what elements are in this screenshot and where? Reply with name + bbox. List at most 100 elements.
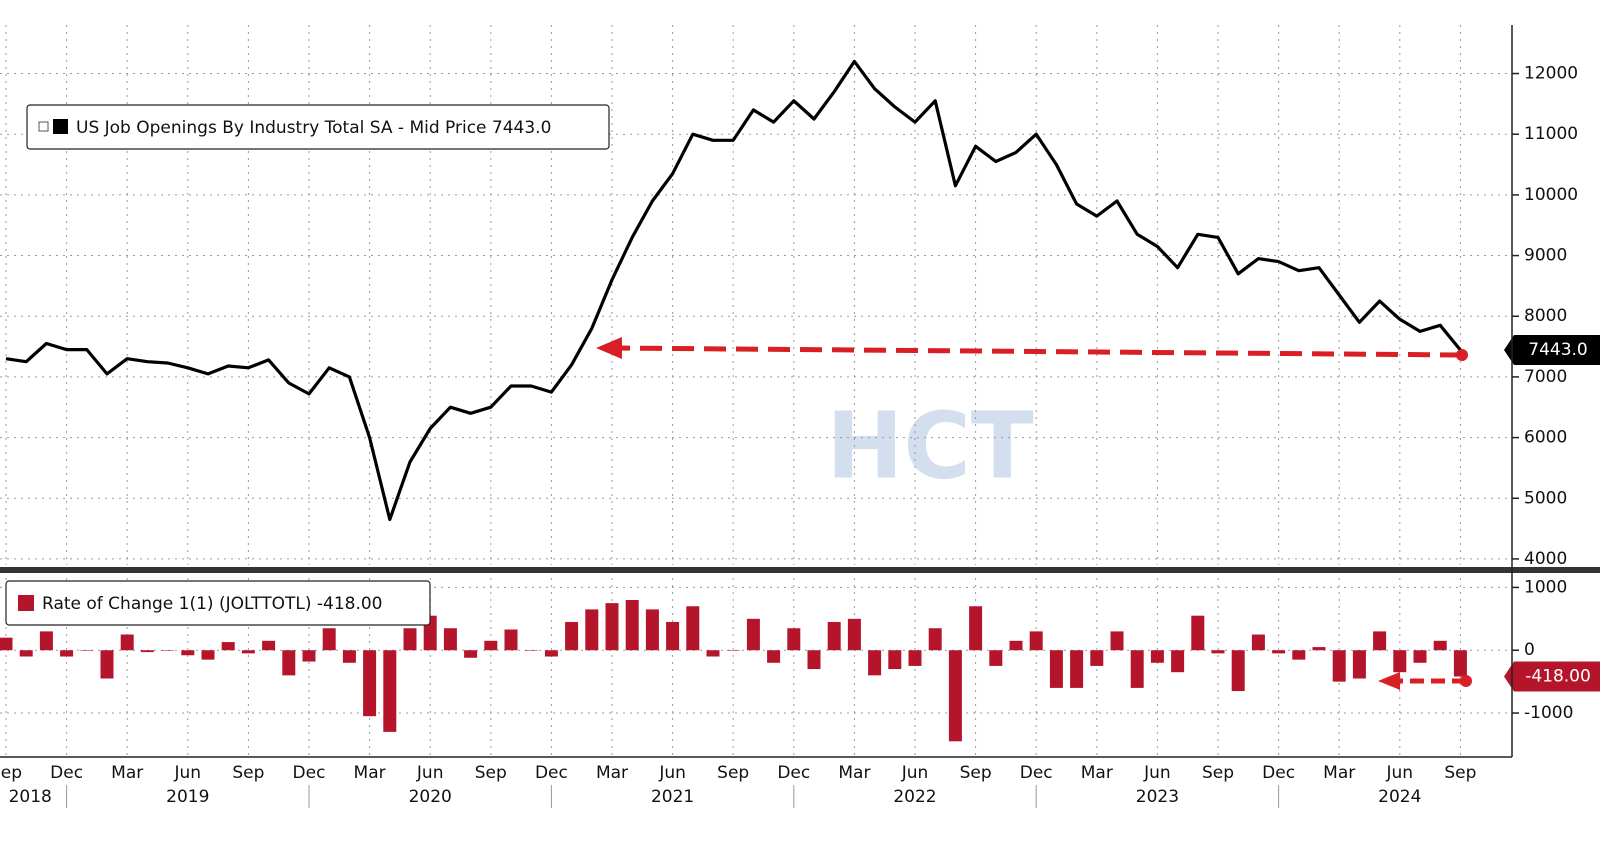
bar — [1272, 650, 1286, 654]
bar — [524, 650, 538, 651]
annotation-arrow-top — [596, 337, 1468, 361]
y-tick-label: 4000 — [1524, 549, 1567, 569]
x-tick-label: Dec — [777, 763, 810, 783]
legend-label: Rate of Change 1(1) (JOLTTOTL) -418.00 — [42, 594, 382, 614]
y-tick-label: 10000 — [1524, 185, 1578, 205]
x-tick-label: Sep — [232, 763, 264, 783]
bar — [1352, 650, 1366, 679]
x-tick-label: Dec — [535, 763, 568, 783]
legend-bottom — [5, 580, 431, 626]
legend-top — [26, 104, 610, 150]
bar — [625, 599, 639, 651]
x-tick-label: Mar — [354, 763, 386, 783]
bar — [706, 650, 720, 657]
bar — [181, 650, 195, 656]
y-tick-label: 5000 — [1524, 488, 1567, 508]
x-tick-label: Dec — [50, 763, 83, 783]
bar — [565, 621, 579, 651]
bar — [0, 637, 13, 651]
bar — [241, 650, 255, 654]
legend-label: US Job Openings By Industry Total SA - M… — [76, 118, 551, 138]
x-tick-label: Sep — [1202, 763, 1234, 783]
bar — [383, 650, 397, 732]
bar — [161, 650, 175, 651]
bar — [726, 650, 740, 651]
bar — [1130, 650, 1144, 688]
y-tick-label: 9000 — [1524, 246, 1567, 266]
x-tick-label: Mar — [111, 763, 143, 783]
bar — [80, 650, 94, 651]
value-tag: 7443.0 — [1528, 340, 1587, 360]
y-tick-label: 7000 — [1524, 367, 1567, 387]
bar — [60, 650, 74, 657]
x-tick-label: Sep — [1444, 763, 1476, 783]
bar — [605, 603, 619, 651]
year-label: 2020 — [409, 787, 452, 807]
bar — [847, 618, 861, 651]
bar — [201, 650, 215, 660]
x-tick-label: Jun — [658, 763, 686, 783]
x-tick-label: Jun — [1143, 763, 1171, 783]
bar — [39, 631, 53, 651]
bar — [363, 650, 377, 717]
bar — [1312, 647, 1326, 651]
bar — [969, 606, 983, 651]
x-tick-label: Sep — [960, 763, 992, 783]
y-tick-label: 8000 — [1524, 306, 1567, 326]
x-tick-label: Jun — [416, 763, 444, 783]
value-tag: -418.00 — [1525, 666, 1591, 686]
value-tag-bg — [1504, 661, 1600, 692]
x-tick-label: Mar — [838, 763, 870, 783]
bar — [1029, 631, 1043, 651]
bar — [262, 640, 276, 651]
bar — [1191, 615, 1205, 651]
value-tag-bg — [1504, 335, 1600, 366]
bar — [787, 628, 801, 651]
bar — [928, 628, 942, 651]
bar — [1110, 631, 1124, 651]
bar — [1049, 650, 1063, 688]
year-label: 2024 — [1378, 787, 1421, 807]
x-tick-label: Dec — [1020, 763, 1053, 783]
annotation-arrow-bottom — [1378, 672, 1472, 690]
bar — [464, 650, 478, 658]
bar — [868, 650, 882, 676]
x-tick-label: Jun — [174, 763, 202, 783]
bar — [1070, 650, 1084, 688]
bar — [1393, 650, 1407, 673]
panel-separator — [0, 567, 1600, 573]
bar — [1171, 650, 1185, 673]
x-tick-label: Mar — [1081, 763, 1113, 783]
bar — [908, 650, 922, 666]
y-tick-label: 11000 — [1524, 124, 1578, 144]
bar — [1413, 650, 1427, 663]
year-label: 2021 — [651, 787, 694, 807]
bar — [322, 628, 336, 651]
bar — [1090, 650, 1104, 666]
bar — [807, 650, 821, 670]
y-tick-label: 6000 — [1524, 428, 1567, 448]
bar — [666, 621, 680, 651]
bar — [544, 650, 558, 657]
y-tick-label: 0 — [1524, 640, 1535, 660]
bar — [19, 650, 33, 657]
bar — [1251, 634, 1265, 651]
bar — [403, 628, 417, 651]
bar — [827, 621, 841, 651]
bar — [1332, 650, 1346, 682]
bar — [302, 650, 316, 662]
x-tick-label: Mar — [1323, 763, 1355, 783]
x-tick-label: Sep — [475, 763, 507, 783]
year-label: 2022 — [893, 787, 936, 807]
bar — [948, 650, 962, 742]
bar — [767, 650, 781, 663]
x-tick-label: Dec — [293, 763, 326, 783]
y-tick-label: 1000 — [1524, 577, 1567, 597]
bar — [120, 634, 134, 651]
bar — [1231, 650, 1245, 692]
bar — [1433, 640, 1447, 651]
y-tick-label: 12000 — [1524, 64, 1578, 84]
bar — [585, 609, 599, 651]
